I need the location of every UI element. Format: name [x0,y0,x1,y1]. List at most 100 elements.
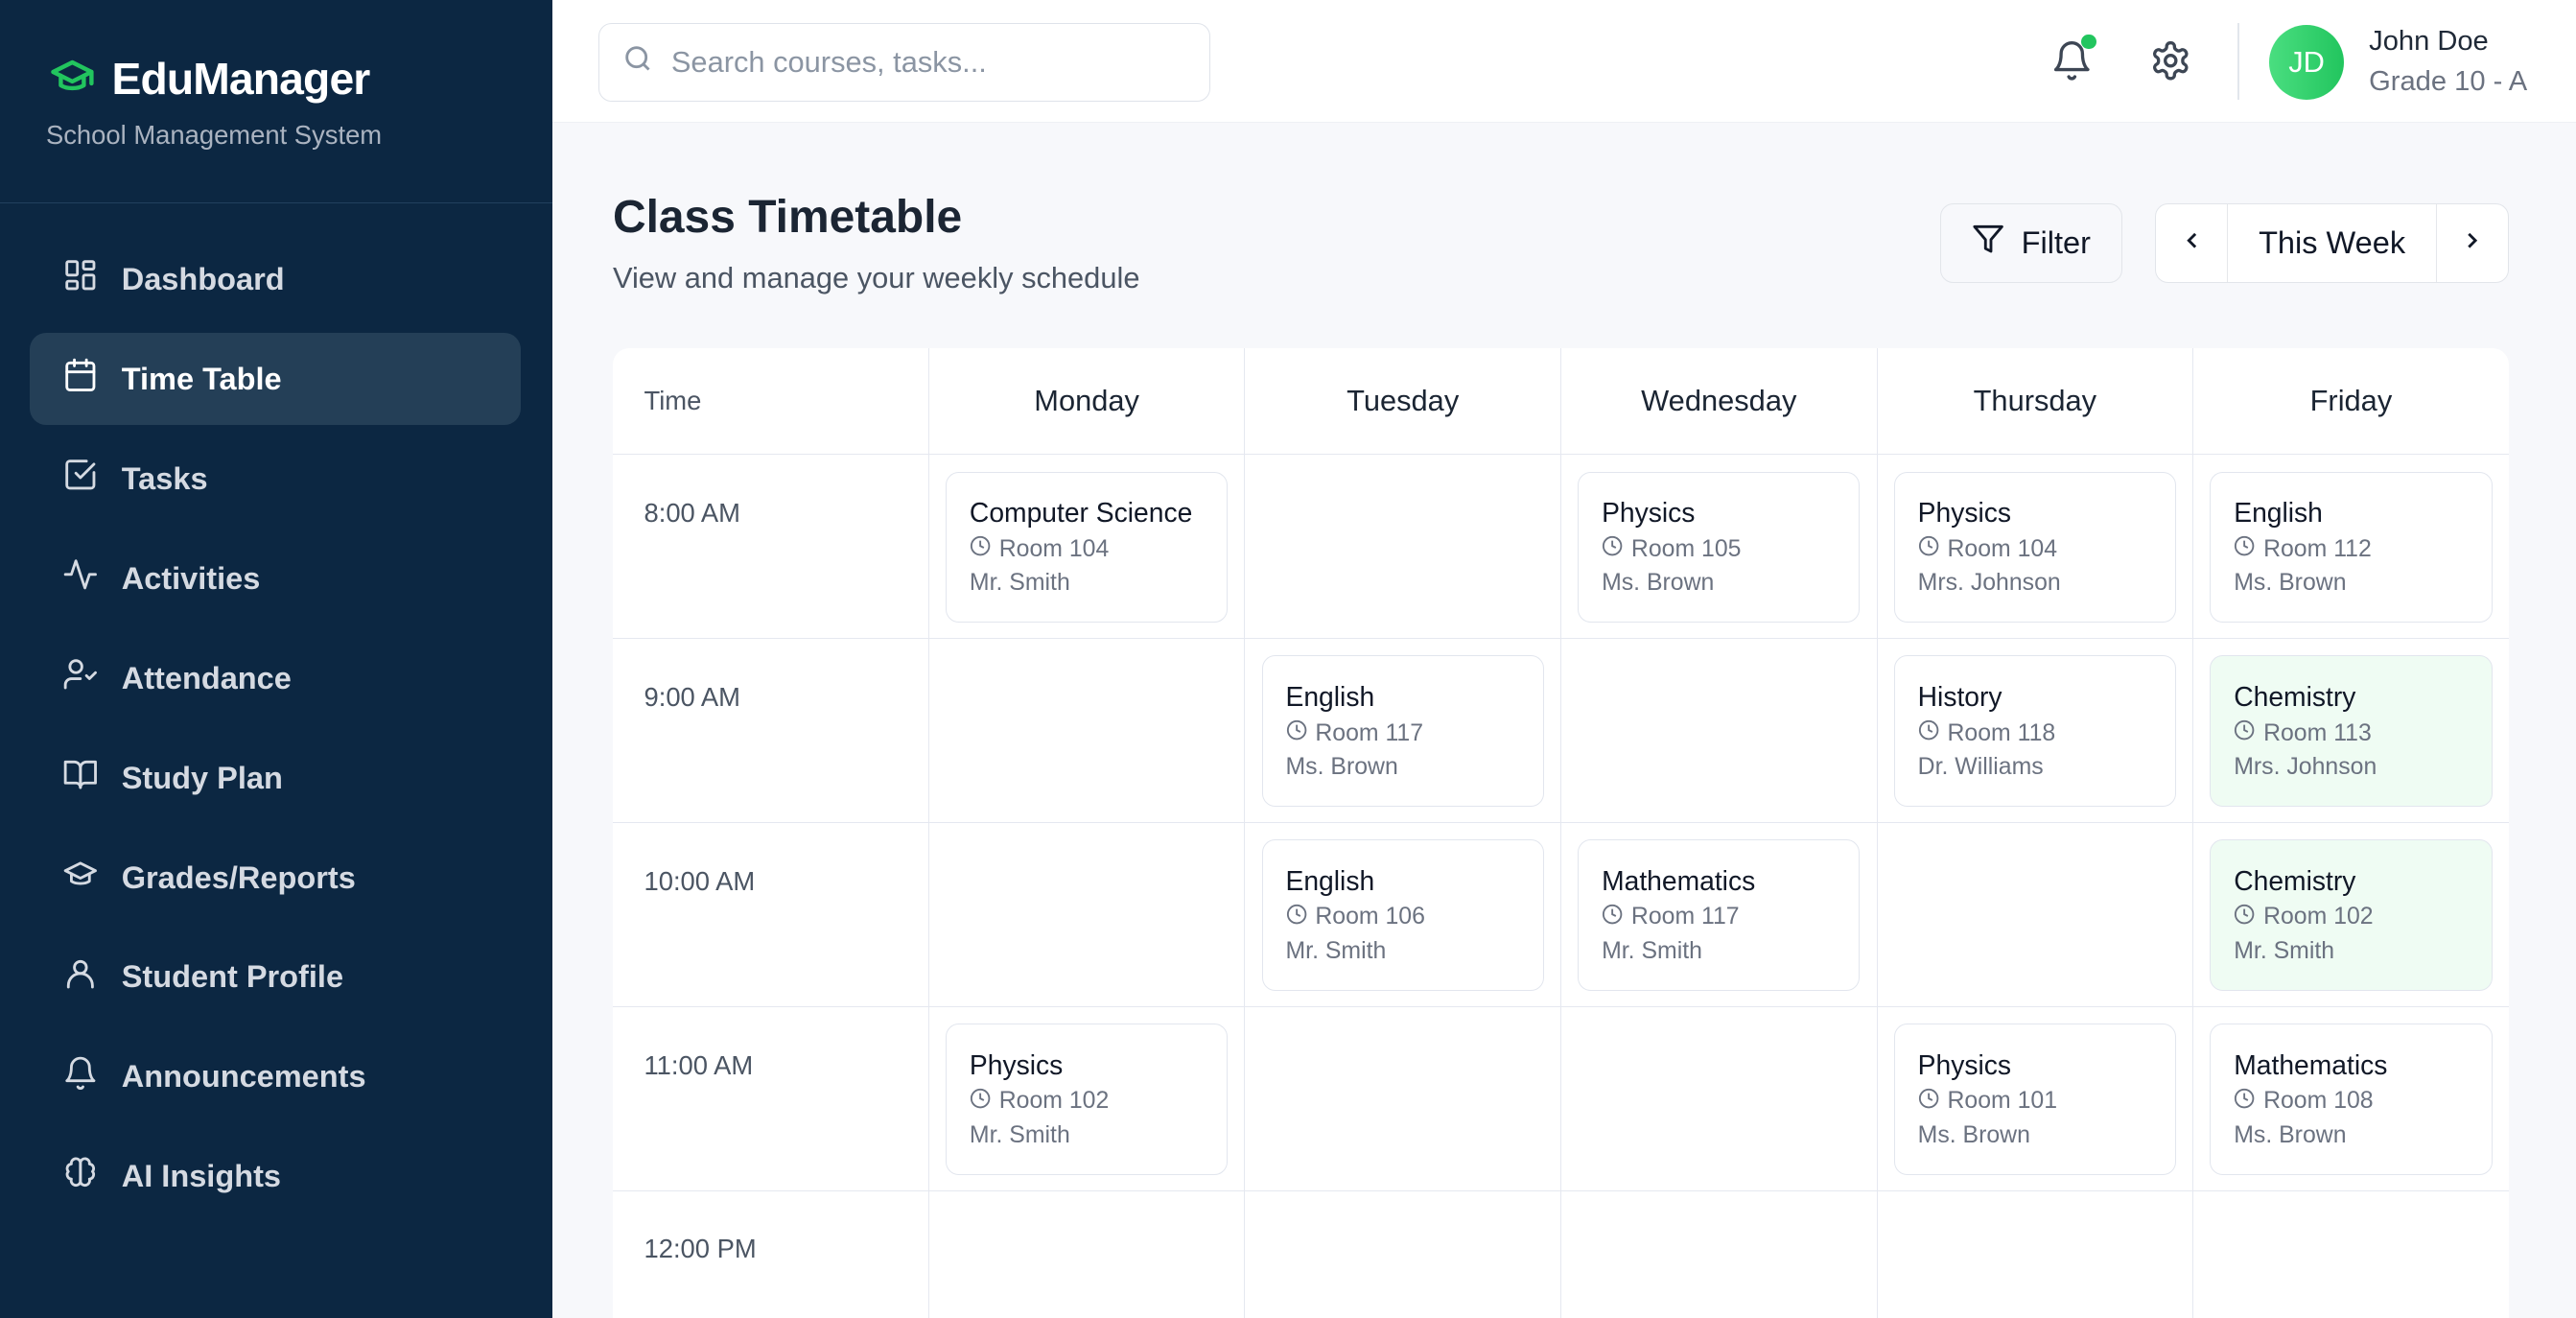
activity-icon [62,556,99,600]
clock-icon [1286,904,1307,931]
class-room: Room 101 [1947,1088,2058,1115]
class-subject: English [1285,864,1375,896]
timetable-cell[interactable] [1559,1190,1877,1318]
class-card[interactable]: Physics Room 101 Ms. Brown [1893,1024,2177,1175]
class-card[interactable]: Physics Room 102 Mr. Smith [945,1024,1229,1175]
class-subject: English [1285,681,1375,713]
timetable-cell: Computer Science Room 104 Mr. Smith [927,455,1245,640]
timetable-cell[interactable] [1244,1007,1560,1191]
class-room: Room 106 [1315,904,1425,930]
timetable-cell: History Room 118 Dr. Williams [1876,639,2193,824]
class-teacher: Mr. Smith [2234,937,2335,964]
timetable-cell[interactable] [1876,1190,2193,1318]
calendar-icon [62,357,99,401]
timetable-cell[interactable] [927,823,1245,1008]
class-card[interactable]: Chemistry Room 113 Mrs. Johnson [2210,655,2493,808]
sidebar-divider [0,201,552,204]
class-teacher: Ms. Brown [1917,1121,2030,1148]
class-card[interactable]: Computer Science Room 104 Mr. Smith [945,471,1229,624]
class-subject: Computer Science [969,497,1193,529]
sidebar-item-ai-insights[interactable]: AI Insights [30,1131,521,1223]
sidebar-item-study-plan[interactable]: Study Plan [30,732,521,824]
class-card[interactable]: English Room 117 Ms. Brown [1261,655,1544,808]
class-room: Room 113 [2263,719,2372,746]
time-slot-label: 10:00 AM [612,823,928,1008]
class-room: Room 117 [1630,904,1740,930]
next-week-button[interactable] [2437,204,2508,281]
book-icon [62,756,99,800]
timetable-cell: Chemistry Room 113 Mrs. Johnson [2192,639,2509,824]
class-card[interactable]: English Room 112 Ms. Brown [2210,471,2493,624]
clock-icon [2234,719,2255,747]
time-slot-label: 11:00 AM [612,1007,928,1191]
timetable-cell[interactable] [1559,639,1877,824]
sidebar-item-time-table[interactable]: Time Table [29,333,521,426]
class-room: Room 104 [1947,535,2058,562]
class-room: Room 112 [2263,535,2372,562]
clock-icon [970,535,991,563]
timetable-cell[interactable] [1876,823,2193,1008]
clock-icon [1918,719,1939,747]
timetable-cell: Mathematics Room 108 Ms. Brown [2192,1007,2509,1191]
timetable-cell[interactable] [2192,1190,2509,1318]
class-subject: Mathematics [2234,1048,2388,1080]
sidebar-item-grades-reports[interactable]: Grades/Reports [30,832,521,924]
clock-icon [970,1088,991,1116]
timetable-cell[interactable] [927,1190,1245,1318]
class-subject: Physics [1917,1048,2011,1080]
sidebar-nav: Dashboard Time Table Tasks Activities Attend… [29,233,521,1231]
search-input[interactable] [670,45,1164,81]
avatar[interactable]: JD [2268,24,2345,101]
class-subject: Physics [1602,497,1696,529]
class-card[interactable]: Mathematics Room 108 Ms. Brown [2210,1024,2493,1175]
chevron-left-icon [2179,224,2205,262]
timetable: Time Monday Tuesday Wednesday Thursday Friday… [612,348,2509,1318]
brand-name: EduManager [111,54,370,105]
sidebar-item-student-profile[interactable]: Student Profile [30,931,521,1024]
time-column-header: Time [612,348,928,456]
class-card[interactable]: History Room 118 Dr. Williams [1893,655,2177,808]
class-teacher: Mrs. Johnson [1917,570,2061,597]
clock-icon [1918,535,1939,563]
sidebar-item-label: Activities [121,560,261,596]
previous-week-button[interactable] [2156,204,2227,281]
class-teacher: Dr. Williams [1917,754,2044,781]
chevron-right-icon [2459,224,2485,262]
class-card[interactable]: English Room 106 Mr. Smith [1261,839,1544,991]
sidebar-item-dashboard[interactable]: Dashboard [30,233,521,325]
timetable-cell[interactable] [1244,1190,1560,1318]
time-slot-label: 12:00 PM [613,1191,928,1318]
brand-subtitle: School Management System [45,120,383,151]
user-check-icon [62,656,99,700]
class-card[interactable]: Mathematics Room 117 Mr. Smith [1578,839,1861,991]
day-header-tuesday: Tuesday [1244,348,1560,456]
clock-icon [2234,1088,2255,1116]
timetable-cell[interactable] [1559,1007,1877,1191]
class-subject: Chemistry [2234,864,2356,896]
timetable-cell[interactable] [1244,455,1560,640]
class-teacher: Mr. Smith [969,1121,1070,1148]
sidebar-item-attendance[interactable]: Attendance [30,632,521,724]
timetable-cell[interactable] [927,639,1245,824]
day-header-thursday: Thursday [1876,348,2193,456]
class-card[interactable]: Chemistry Room 102 Mr. Smith [2210,839,2493,991]
checkbox-icon [62,457,99,501]
class-card[interactable]: Physics Room 105 Ms. Brown [1578,471,1861,624]
timetable-cell: Physics Room 102 Mr. Smith [927,1007,1245,1191]
class-room: Room 108 [2263,1088,2374,1115]
sidebar-item-announcements[interactable]: Announcements [30,1031,521,1123]
filter-button[interactable]: Filter [1940,203,2123,283]
sidebar-item-tasks[interactable]: Tasks [30,433,521,525]
sidebar-item-activities[interactable]: Activities [30,532,521,624]
brand-logo[interactable]: EduManager [46,53,370,106]
settings-button[interactable] [2149,39,2192,82]
search-box[interactable] [597,22,1211,103]
class-subject: Chemistry [2234,681,2356,713]
class-card[interactable]: Physics Room 104 Mrs. Johnson [1893,471,2177,624]
sidebar-item-label: Time Table [121,361,282,396]
class-subject: Physics [969,1048,1064,1080]
sidebar-item-label: Student Profile [121,959,344,995]
notifications-button[interactable] [2050,34,2096,82]
timetable-cell: Physics Room 105 Ms. Brown [1559,455,1877,640]
